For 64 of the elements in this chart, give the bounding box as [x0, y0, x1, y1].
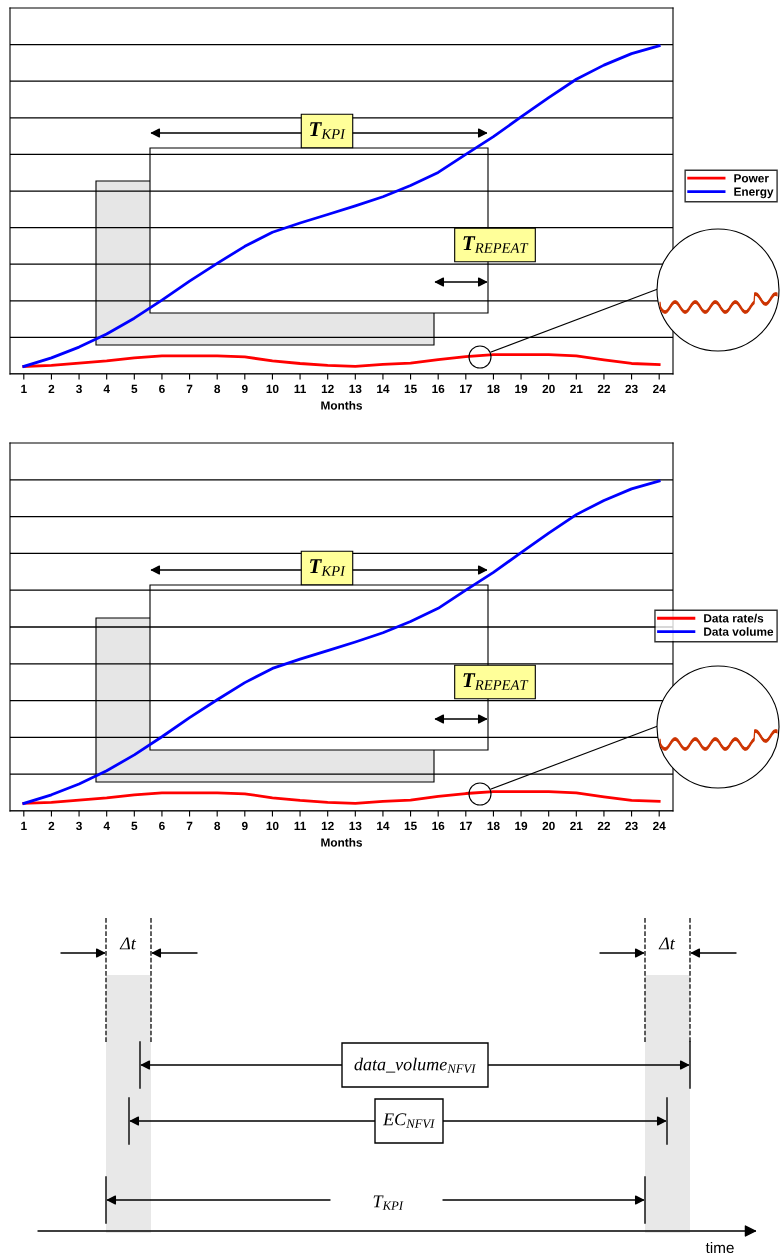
x-tick-label: 14 — [377, 384, 390, 393]
annotation: T$_{KPI}$ — [310, 559, 346, 576]
x-tick-label: 4 — [103, 384, 110, 393]
x-tick-label: 20 — [542, 821, 555, 831]
x-tick-label: 20 — [542, 384, 555, 394]
x-tick-label: 22 — [597, 384, 611, 393]
x-tick-label: 24 — [653, 384, 666, 393]
text: Δt — [658, 937, 676, 950]
legend-label: Data rate/s — [704, 613, 764, 623]
x-tick-label: 10 — [266, 384, 279, 394]
x-tick-label: 18 — [487, 384, 500, 394]
annotation: T$_{REPEAT}$ — [463, 673, 529, 690]
x-tick-label: 10 — [266, 821, 279, 831]
x-tick-label: 1 — [21, 384, 27, 393]
legend-label: Energy — [734, 187, 774, 199]
x-tick-label: 22 — [597, 821, 611, 830]
x-tick-label: 11 — [294, 384, 306, 393]
x-tick-label: 8 — [214, 821, 221, 831]
x-axis-title: Months — [321, 837, 362, 847]
x-tick-label: 24 — [653, 821, 666, 830]
x-tick-label: 13 — [349, 384, 362, 394]
x-tick-label: 5 — [131, 821, 138, 831]
x-tick-label: 15 — [404, 384, 417, 394]
text: Δt — [119, 937, 137, 950]
x-tick-label: 9 — [241, 821, 248, 831]
x-tick-label: 6 — [159, 821, 165, 831]
x-tick-label: 7 — [186, 384, 193, 393]
x-tick-label: 8 — [214, 384, 221, 394]
x-tick-label: 19 — [515, 384, 528, 394]
x-tick-label: 17 — [459, 384, 472, 393]
x-tick-label: 15 — [404, 821, 417, 831]
text: time — [705, 1241, 734, 1254]
x-axis-title: Months — [321, 400, 362, 410]
x-tick-label: 23 — [625, 384, 638, 394]
x-tick-label: 5 — [131, 384, 138, 394]
text: T$_{KPI}$ — [373, 1195, 404, 1210]
x-tick-label: 21 — [570, 821, 583, 830]
x-tick-label: 17 — [459, 821, 472, 830]
text: EC$_{NFVI}$ — [382, 1113, 435, 1128]
x-tick-label: 16 — [432, 821, 445, 831]
x-tick-label: 9 — [241, 384, 248, 394]
x-tick-label: 3 — [76, 821, 82, 831]
x-tick-label: 7 — [186, 821, 193, 830]
annotation: T$_{REPEAT}$ — [463, 236, 529, 253]
x-tick-label: 16 — [432, 384, 445, 394]
x-tick-label: 11 — [294, 821, 306, 830]
x-tick-label: 23 — [625, 821, 638, 831]
legend-label: Data volume — [704, 627, 774, 636]
x-tick-label: 12 — [321, 384, 334, 393]
x-tick-label: 6 — [159, 384, 165, 394]
x-tick-label: 12 — [321, 821, 334, 830]
x-tick-label: 3 — [76, 384, 82, 394]
x-tick-label: 14 — [377, 821, 390, 830]
x-tick-label: 19 — [515, 821, 528, 831]
x-tick-label: 4 — [103, 821, 110, 830]
legend-label: Power — [734, 174, 769, 183]
annotation: T$_{KPI}$ — [310, 122, 346, 139]
x-tick-label: 21 — [570, 384, 583, 393]
x-tick-label: 18 — [487, 821, 500, 831]
text: data_volume$_{NFVI}$ — [354, 1057, 476, 1073]
x-tick-label: 1 — [21, 821, 27, 830]
x-tick-label: 2 — [48, 384, 55, 393]
x-tick-label: 13 — [349, 821, 362, 831]
x-tick-label: 2 — [48, 821, 55, 830]
